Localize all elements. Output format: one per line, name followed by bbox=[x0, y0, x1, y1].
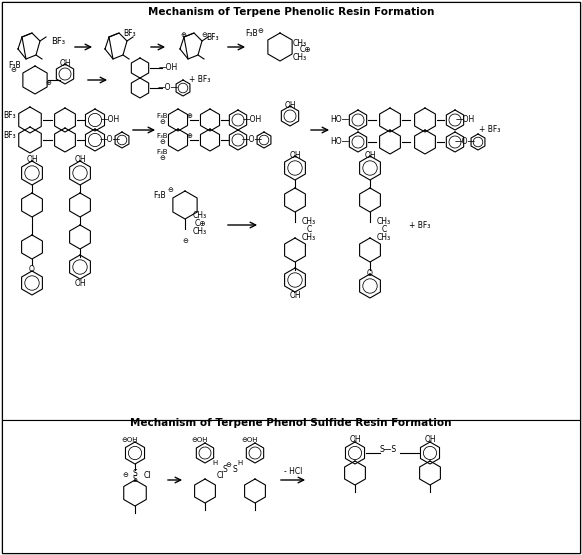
Bar bbox=[2, 2, 580, 420]
Text: ⊖: ⊖ bbox=[10, 67, 16, 73]
Text: ⊕: ⊕ bbox=[45, 80, 51, 86]
Text: S: S bbox=[133, 475, 137, 483]
Text: O: O bbox=[367, 270, 373, 279]
Text: CH₃: CH₃ bbox=[302, 234, 316, 243]
Text: ⊕: ⊕ bbox=[186, 133, 192, 139]
Text: BF₃: BF₃ bbox=[3, 132, 16, 140]
Text: HO—: HO— bbox=[331, 115, 350, 124]
Text: C⊕: C⊕ bbox=[194, 219, 206, 228]
Text: BF₃: BF₃ bbox=[3, 112, 16, 120]
Text: F₃B: F₃B bbox=[154, 190, 166, 199]
Text: F₃B: F₃B bbox=[156, 149, 168, 155]
Text: —OH: —OH bbox=[158, 63, 178, 73]
Text: CH₃: CH₃ bbox=[293, 38, 307, 48]
Text: ⊖: ⊖ bbox=[159, 139, 165, 145]
Text: HO—: HO— bbox=[331, 138, 350, 147]
Bar bbox=[2, 420, 580, 553]
Text: BF₃: BF₃ bbox=[51, 38, 65, 47]
Text: F₃B: F₃B bbox=[246, 29, 258, 38]
Text: ⊖: ⊖ bbox=[122, 472, 128, 478]
Text: —OH: —OH bbox=[455, 115, 475, 124]
Text: BF₃: BF₃ bbox=[124, 28, 136, 38]
Text: OH: OH bbox=[289, 291, 301, 300]
Text: ⊖: ⊖ bbox=[159, 119, 165, 125]
Text: OH: OH bbox=[364, 150, 376, 159]
Text: + BF₃: + BF₃ bbox=[409, 220, 431, 230]
Text: ⊖OH: ⊖OH bbox=[242, 437, 258, 443]
Text: —OH: —OH bbox=[100, 115, 120, 124]
Text: S: S bbox=[233, 466, 237, 475]
Text: OH: OH bbox=[59, 59, 71, 68]
Text: OH: OH bbox=[74, 279, 86, 287]
Text: CH₃: CH₃ bbox=[302, 218, 316, 226]
Text: S: S bbox=[223, 466, 228, 475]
Text: H: H bbox=[237, 460, 243, 466]
Text: ⊕: ⊕ bbox=[186, 113, 192, 119]
Text: CH₃: CH₃ bbox=[193, 226, 207, 235]
Text: F₃B: F₃B bbox=[9, 60, 22, 69]
Text: —OH: —OH bbox=[242, 115, 262, 124]
Text: F₃B: F₃B bbox=[156, 113, 168, 119]
Text: Mechanism of Terpene Phenol Sulfide Resin Formation: Mechanism of Terpene Phenol Sulfide Resi… bbox=[130, 418, 452, 428]
Text: C: C bbox=[306, 225, 311, 235]
Text: O: O bbox=[29, 265, 35, 274]
Text: ⊖: ⊖ bbox=[201, 32, 207, 38]
Text: C⊕: C⊕ bbox=[299, 44, 311, 53]
Text: CH₃: CH₃ bbox=[193, 210, 207, 219]
Text: OH: OH bbox=[289, 150, 301, 159]
Text: Cl: Cl bbox=[217, 471, 223, 480]
Text: C: C bbox=[381, 225, 386, 235]
Text: ⊖: ⊖ bbox=[257, 28, 263, 34]
Text: CH₃: CH₃ bbox=[377, 218, 391, 226]
Text: + BF₃: + BF₃ bbox=[189, 75, 211, 84]
Text: ⊕: ⊕ bbox=[180, 32, 186, 38]
Text: OH: OH bbox=[349, 436, 361, 445]
Text: S—S: S—S bbox=[379, 445, 396, 453]
Text: ⊖OH: ⊖OH bbox=[122, 437, 139, 443]
Text: OH: OH bbox=[26, 155, 38, 164]
Text: —O—: —O— bbox=[455, 138, 475, 147]
Text: OH: OH bbox=[424, 436, 436, 445]
Text: BF₃: BF₃ bbox=[207, 33, 219, 42]
Text: ⊖: ⊖ bbox=[225, 462, 231, 468]
Text: ⊖: ⊖ bbox=[182, 238, 188, 244]
Text: —O—: —O— bbox=[242, 135, 262, 144]
Text: Cl: Cl bbox=[143, 471, 151, 480]
Text: S: S bbox=[133, 468, 137, 477]
Text: H: H bbox=[212, 460, 218, 466]
Text: OH: OH bbox=[74, 155, 86, 164]
Text: - HCl: - HCl bbox=[284, 467, 302, 477]
Text: F₃B: F₃B bbox=[156, 133, 168, 139]
Text: OH: OH bbox=[284, 102, 296, 110]
Text: ⊖: ⊖ bbox=[159, 155, 165, 161]
Text: Mechanism of Terpene Phenolic Resin Formation: Mechanism of Terpene Phenolic Resin Form… bbox=[148, 7, 434, 17]
Text: + BF₃: + BF₃ bbox=[480, 125, 501, 134]
Text: CH₃: CH₃ bbox=[377, 234, 391, 243]
Text: —O—: —O— bbox=[158, 83, 179, 93]
Text: ⊖OH: ⊖OH bbox=[191, 437, 208, 443]
Text: CH₃: CH₃ bbox=[293, 53, 307, 62]
Text: ⊖: ⊖ bbox=[167, 187, 173, 193]
Text: —O—: —O— bbox=[100, 135, 120, 144]
